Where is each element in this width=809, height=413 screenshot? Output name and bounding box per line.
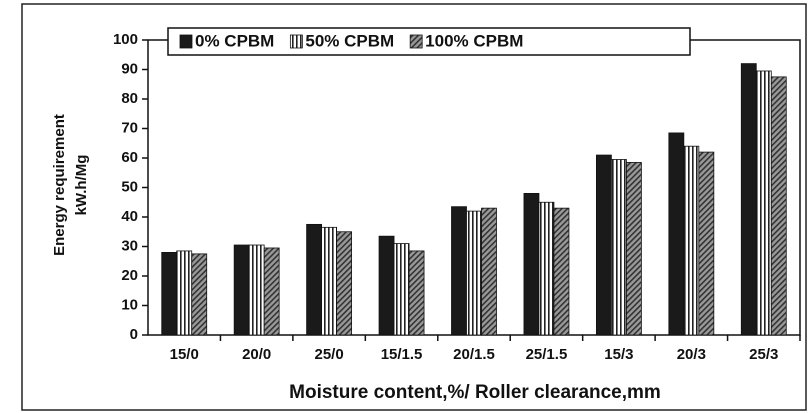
y-tick-label: 20 <box>121 267 138 284</box>
y-tick-label: 80 <box>121 90 138 107</box>
bar <box>698 151 715 336</box>
bar <box>553 207 570 336</box>
bar <box>755 70 772 336</box>
x-tick-label: 20/1.5 <box>453 346 495 363</box>
bar <box>263 247 280 336</box>
y-tick-label: 60 <box>121 149 138 166</box>
legend-label: 0% CPBM <box>195 31 274 50</box>
bar <box>191 253 208 336</box>
legend-swatch <box>409 34 423 49</box>
x-tick-label: 15/1.5 <box>381 346 423 363</box>
y-tick-label: 90 <box>121 60 138 77</box>
bar <box>595 154 612 336</box>
y-tick-label: 0 <box>130 326 138 343</box>
legend-frame <box>167 27 691 56</box>
bar <box>610 159 627 336</box>
bar <box>625 162 642 336</box>
y-tick-label: 10 <box>121 296 138 313</box>
legend-label: 100% CPBM <box>425 31 523 50</box>
x-tick-label: 25/1.5 <box>526 346 568 363</box>
y-tick-label: 40 <box>121 208 138 225</box>
legend-swatch <box>179 34 193 49</box>
x-tick-label: 20/0 <box>242 346 271 363</box>
y-tick-label: 50 <box>121 178 138 195</box>
x-tick-label: 20/3 <box>677 346 706 363</box>
bar <box>176 250 193 336</box>
x-axis-label: Moisture content,%/ Roller clearance,mm <box>289 382 661 403</box>
bar <box>378 235 395 336</box>
bar <box>740 63 757 336</box>
y-tick-label: 100 <box>113 31 138 48</box>
y-axis-label: Energy requirement <box>51 114 68 256</box>
bar <box>393 243 410 336</box>
bar <box>523 192 540 336</box>
bar <box>770 76 787 336</box>
bar <box>466 210 482 336</box>
bar <box>248 244 265 336</box>
bar <box>336 231 353 336</box>
bar <box>683 145 700 336</box>
bar <box>451 206 467 336</box>
x-tick-label: 25/3 <box>749 346 778 363</box>
bar <box>538 201 555 336</box>
x-tick-label: 15/0 <box>170 346 199 363</box>
y-tick-label: 30 <box>121 237 138 254</box>
y-axis-label-unit: kW.h/Mg <box>73 155 90 216</box>
y-tick-label: 70 <box>121 119 138 136</box>
bar <box>668 132 685 336</box>
legend-swatch <box>289 34 303 49</box>
bar <box>408 250 425 336</box>
legend-label: 50% CPBM <box>305 31 394 50</box>
bar <box>306 223 323 336</box>
x-tick-label: 25/0 <box>315 346 344 363</box>
bar <box>161 251 178 336</box>
bar <box>481 207 497 336</box>
bar <box>233 244 250 336</box>
x-tick-label: 15/3 <box>604 346 633 363</box>
bar <box>321 226 338 336</box>
figure-frame <box>21 3 807 411</box>
